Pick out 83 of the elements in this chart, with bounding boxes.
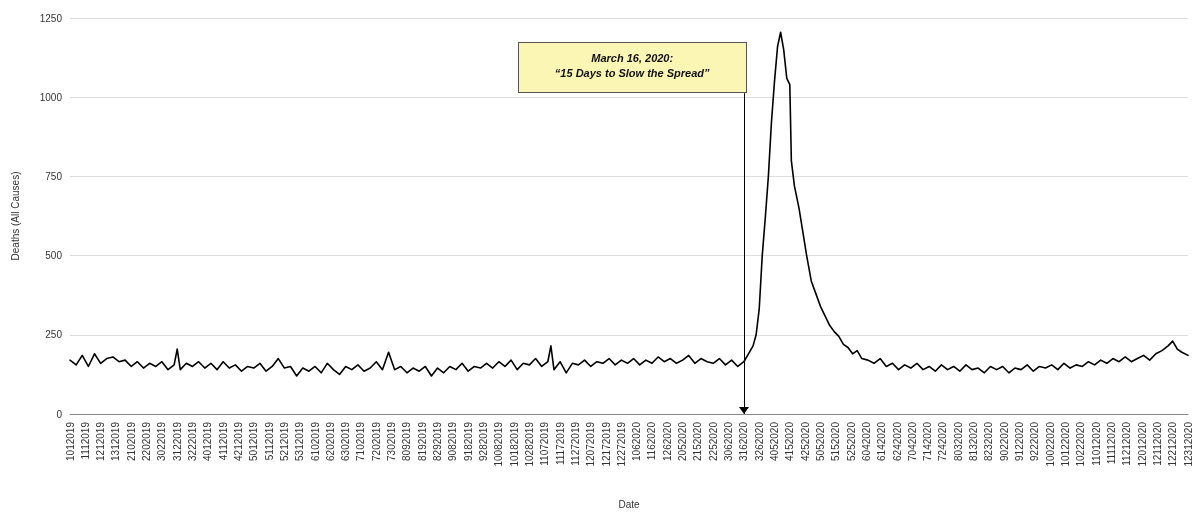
x-tick-label: 7242020 [937,421,949,461]
x-tick-label: 5312019 [294,421,306,461]
x-tick-label: 12172019 [600,421,612,467]
x-tick-label: 7302019 [386,421,398,461]
x-tick-label: 3122019 [171,421,183,461]
x-tick-label: 9122020 [1014,421,1026,461]
x-tick-label: 2152020 [692,421,704,461]
x-tick-label: 6302019 [340,421,352,461]
x-tick-label: 12012020 [1136,421,1148,467]
x-tick-label: 7102019 [355,421,367,461]
x-tick-label: 8032020 [952,421,964,461]
x-tick-label: 2052020 [677,421,689,461]
x-tick-label: 9082019 [447,421,459,461]
x-tick-label: 3262020 [753,421,765,461]
y-tick-label: 750 [45,170,63,182]
y-tick-label: 1000 [39,91,63,103]
x-tick-label: 11212020 [1121,421,1133,466]
x-tick-label: 1162020 [646,421,658,461]
x-tick-label: 11272019 [569,421,581,466]
x-tick-label: 1062020 [631,421,643,461]
x-tick-label: 10082019 [493,421,505,467]
x-tick-label: 7142020 [922,421,934,461]
x-tick-label: 4212019 [232,421,244,461]
x-tick-label: 8092019 [401,421,413,461]
x-tick-label: 12312020 [1182,421,1194,467]
x-tick-label: 12112020 [1151,421,1163,466]
y-tick-label: 500 [45,250,63,262]
x-tick-label: 10022020 [1044,421,1056,467]
x-tick-label: 11172019 [554,421,566,466]
x-tick-label: 5012019 [248,421,260,461]
x-tick-label: 1212019 [95,421,107,461]
note-box: March 16, 2020: “15 Days to Slow the Spread” [517,42,747,94]
x-tick-label: 10222020 [1075,421,1087,467]
x-tick-label: 4012019 [202,421,214,461]
y-tick-label: 0 [56,408,63,420]
x-tick-label: 5052020 [814,421,826,461]
x-tick-label: 12272019 [615,421,627,467]
x-tick-label: 1312019 [110,421,122,461]
x-tick-label: 5252020 [845,421,857,461]
x-tick-label: 11072019 [539,421,551,466]
x-tick-label: 6242020 [891,421,903,461]
y-tick-label: 250 [45,329,63,341]
x-tick-label: 7042020 [906,421,918,461]
x-tick-label: 11112020 [1105,421,1117,465]
x-tick-label: 1112019 [79,421,91,460]
x-tick-label: 3222019 [187,421,199,461]
x-tick-label: 4252020 [799,421,811,461]
x-tick-label: 2102019 [125,421,137,461]
x-tick-label: 9182019 [462,421,474,461]
x-tick-label: 1012019 [64,421,76,461]
x-tick-label: 10182019 [508,421,520,467]
x-tick-label: 3062020 [723,421,735,461]
x-tick-label: 6202019 [324,421,336,461]
x-tick-label: 11012020 [1090,421,1102,466]
x-tick-label: 6142020 [876,421,888,461]
x-tick-label: 10122020 [1059,421,1071,467]
x-tick-label: 9282019 [478,421,490,461]
x-tick-label: 1262020 [661,421,673,461]
x-tick-label: 5212019 [278,421,290,461]
x-tick-label: 10282019 [523,421,535,467]
y-axis-title: Deaths (All Causes) [9,171,21,261]
x-tick-label: 3162020 [738,421,750,461]
x-tick-label: 4152020 [784,421,796,461]
x-tick-label: 4112019 [217,421,229,461]
x-tick-label: 5152020 [830,421,842,461]
x-tick-label: 12072019 [585,421,597,467]
y-tick-label: 1250 [39,12,63,24]
x-tick-label: 2202019 [141,421,153,461]
x-axis-title: Date [618,498,640,510]
x-tick-label: 4052020 [768,421,780,461]
x-tick-label: 9022020 [998,421,1010,461]
x-tick-label: 8232020 [983,421,995,461]
x-tick-label: 2252020 [707,421,719,461]
x-tick-label: 8192019 [416,421,428,461]
x-tick-label: 3022019 [156,421,168,461]
x-tick-label: 8132020 [968,421,980,461]
x-tick-label: 9222020 [1029,421,1041,461]
x-tick-label: 6042020 [860,421,872,461]
x-tick-label: 5112019 [263,421,275,461]
x-tick-label: 6102019 [309,421,321,461]
x-tick-label: 7202019 [370,421,382,461]
x-tick-label: 12212020 [1167,421,1179,467]
x-tick-label: 8292019 [432,421,444,461]
